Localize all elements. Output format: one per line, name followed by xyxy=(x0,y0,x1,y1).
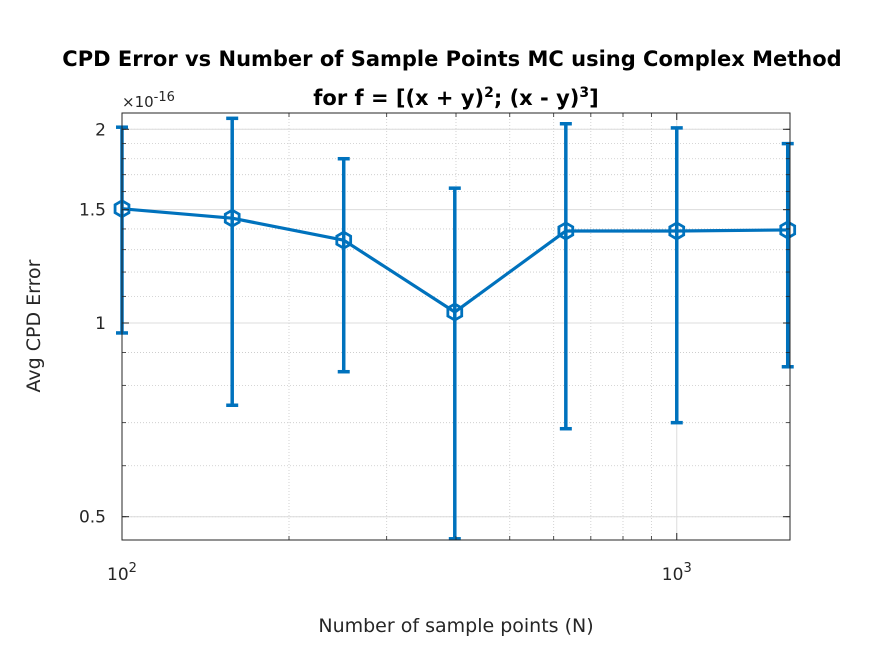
x-tick-label: 103 xyxy=(662,561,692,585)
chart-title-line2: for f = [(x + y)2; (x - y)3] xyxy=(313,85,598,110)
title-line2-prefix: for f = [(x + y) xyxy=(313,86,484,110)
x-tick-exponent: 3 xyxy=(683,561,691,576)
x-tick-base: 10 xyxy=(107,565,129,585)
data-point-marker xyxy=(446,302,464,322)
y-tick-label: 1 xyxy=(95,314,106,334)
data-point-marker xyxy=(335,230,353,250)
y-axis-multiplier: ×10-16 xyxy=(122,90,175,111)
x-axis-label: Number of sample points (N) xyxy=(318,615,593,637)
data-series xyxy=(113,116,797,541)
chart-title-line1: CPD Error vs Number of Sample Points MC … xyxy=(62,47,841,71)
y-tick-label: 2 xyxy=(95,120,106,140)
data-point-marker xyxy=(668,221,686,241)
data-point-marker xyxy=(223,208,241,228)
title-line2-middle: ; (x - y) xyxy=(494,86,579,110)
y-multiplier-prefix: ×10 xyxy=(122,93,154,111)
x-tick-label: 102 xyxy=(107,561,137,585)
title-line2-suffix: ] xyxy=(589,86,599,110)
data-point-marker xyxy=(779,220,797,240)
y-axis-label: Avg CPD Error xyxy=(23,259,45,392)
y-tick-label: 1.5 xyxy=(79,201,106,221)
data-point-marker xyxy=(557,221,575,241)
title-line2-exp2: 3 xyxy=(579,85,589,101)
y-multiplier-exponent: -16 xyxy=(154,90,175,105)
x-tick-base: 10 xyxy=(662,565,684,585)
title-line2-exp1: 2 xyxy=(484,85,494,101)
y-tick-label: 0.5 xyxy=(79,508,106,528)
x-tick-exponent: 2 xyxy=(129,561,137,576)
